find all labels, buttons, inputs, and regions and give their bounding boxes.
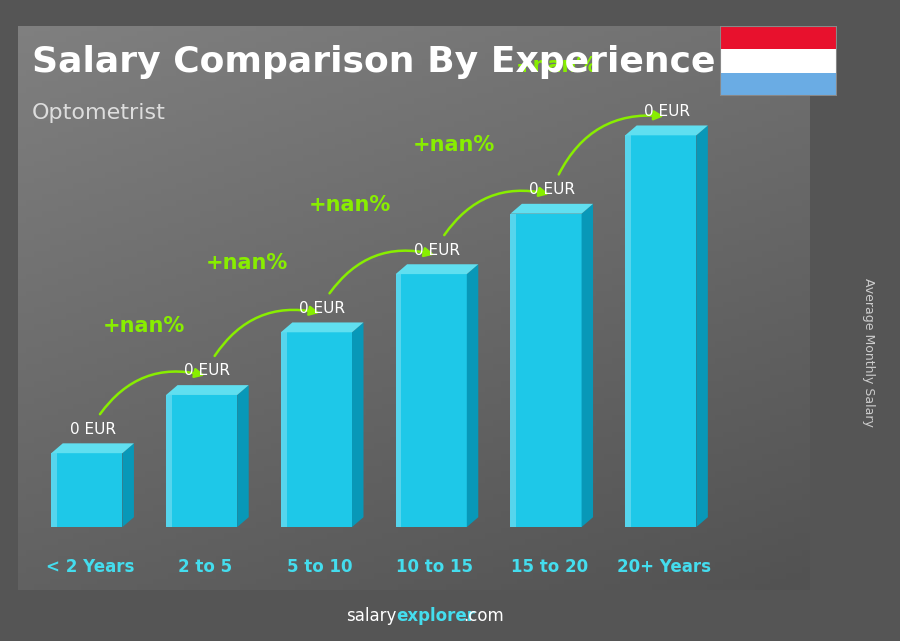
- Polygon shape: [166, 395, 238, 527]
- Polygon shape: [581, 204, 593, 527]
- Text: 10 to 15: 10 to 15: [396, 558, 473, 576]
- Text: +nan%: +nan%: [310, 195, 392, 215]
- Polygon shape: [281, 332, 352, 527]
- Polygon shape: [352, 322, 364, 527]
- Polygon shape: [510, 213, 516, 527]
- Polygon shape: [697, 126, 707, 527]
- Text: +nan%: +nan%: [516, 56, 598, 76]
- Polygon shape: [281, 322, 364, 332]
- Text: < 2 Years: < 2 Years: [46, 558, 134, 576]
- Text: 0 EUR: 0 EUR: [299, 301, 346, 316]
- Polygon shape: [396, 274, 467, 527]
- Polygon shape: [396, 274, 401, 527]
- Text: +nan%: +nan%: [412, 135, 495, 154]
- Text: explorer: explorer: [396, 607, 475, 625]
- Text: Average Monthly Salary: Average Monthly Salary: [862, 278, 875, 427]
- Polygon shape: [626, 135, 631, 527]
- Text: 0 EUR: 0 EUR: [414, 242, 460, 258]
- Polygon shape: [281, 332, 286, 527]
- Polygon shape: [626, 135, 697, 527]
- Polygon shape: [510, 213, 581, 527]
- FancyArrowPatch shape: [100, 369, 202, 414]
- Text: 0 EUR: 0 EUR: [644, 104, 689, 119]
- Bar: [720, 72, 837, 96]
- FancyArrowPatch shape: [215, 307, 317, 356]
- Text: .com: .com: [464, 607, 504, 625]
- Text: Salary Comparison By Experience: Salary Comparison By Experience: [32, 45, 715, 79]
- Bar: [720, 26, 837, 49]
- Text: 15 to 20: 15 to 20: [511, 558, 588, 576]
- Polygon shape: [396, 264, 478, 274]
- FancyArrowPatch shape: [329, 248, 431, 294]
- Text: +nan%: +nan%: [103, 316, 184, 336]
- Text: salary: salary: [346, 607, 396, 625]
- FancyArrowPatch shape: [445, 188, 546, 235]
- Text: +nan%: +nan%: [206, 253, 288, 273]
- Polygon shape: [238, 385, 248, 527]
- Polygon shape: [51, 444, 134, 453]
- Polygon shape: [166, 395, 172, 527]
- Text: 0 EUR: 0 EUR: [69, 422, 115, 437]
- Text: 20+ Years: 20+ Years: [617, 558, 711, 576]
- Polygon shape: [467, 264, 478, 527]
- Text: 0 EUR: 0 EUR: [184, 363, 230, 378]
- Bar: [720, 49, 837, 72]
- Text: 2 to 5: 2 to 5: [178, 558, 232, 576]
- Text: 5 to 10: 5 to 10: [287, 558, 353, 576]
- Polygon shape: [122, 444, 134, 527]
- Polygon shape: [626, 126, 707, 135]
- Polygon shape: [51, 453, 122, 527]
- Polygon shape: [166, 385, 248, 395]
- FancyArrowPatch shape: [559, 112, 661, 174]
- Polygon shape: [51, 453, 57, 527]
- Polygon shape: [510, 204, 593, 213]
- Text: Optometrist: Optometrist: [32, 103, 166, 122]
- Text: 0 EUR: 0 EUR: [528, 182, 575, 197]
